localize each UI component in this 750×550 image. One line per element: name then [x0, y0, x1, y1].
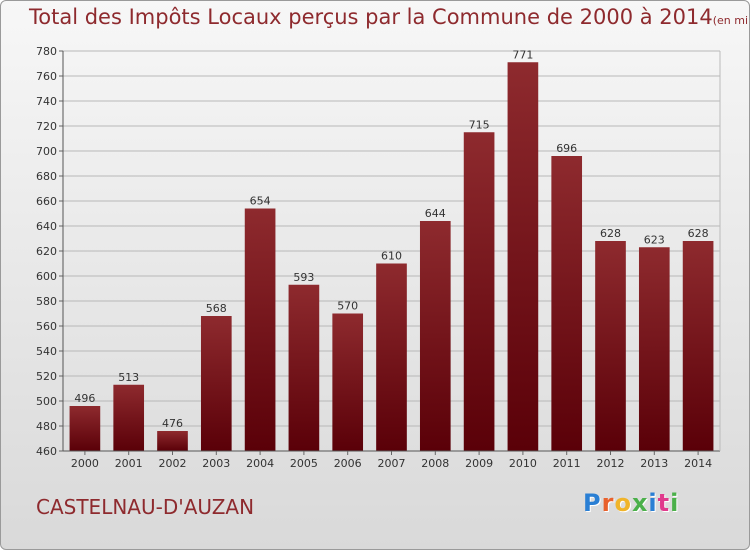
y-tick-label: 660: [36, 195, 57, 208]
y-tick-label: 520: [36, 370, 57, 383]
bar: [638, 247, 670, 451]
bar: [376, 263, 407, 451]
commune-name: CASTELNAU-D'AUZAN: [36, 495, 255, 519]
x-tick-label: 2006: [334, 457, 362, 470]
bar-value-label: 628: [688, 227, 709, 240]
bar-value-label: 771: [512, 48, 533, 61]
bar: [595, 241, 626, 451]
proxiti-logo[interactable]: Proxiti: [583, 489, 679, 517]
logo-letter: x: [631, 489, 649, 517]
bar-value-label: 568: [206, 302, 227, 315]
bar-value-label: 654: [250, 195, 271, 208]
bar: [113, 384, 145, 451]
y-tick-label: 540: [36, 345, 57, 358]
y-tick-label: 700: [36, 145, 57, 158]
x-tick-label: 2000: [71, 457, 99, 470]
bar-value-label: 593: [293, 271, 314, 284]
x-tick-label: 2008: [421, 457, 449, 470]
y-tick-label: 760: [36, 70, 57, 83]
x-tick-label: 2009: [465, 457, 493, 470]
bar-value-label: 610: [381, 250, 402, 263]
y-tick-label: 560: [36, 320, 57, 333]
bar: [551, 156, 583, 451]
bar-value-label: 623: [644, 233, 665, 246]
bar: [200, 316, 232, 451]
bars: [69, 62, 714, 451]
logo-letter: i: [648, 489, 658, 517]
x-tick-label: 2002: [159, 457, 187, 470]
y-tick-label: 600: [36, 270, 57, 283]
x-tick-label: 2004: [246, 457, 274, 470]
y-tick-label: 580: [36, 295, 57, 308]
logo-letter: P: [583, 489, 602, 517]
bar: [69, 406, 101, 451]
axes: 460 480 500 520 540 560 580 600 620 640 660 680 700 7…: [36, 45, 721, 470]
bar-value-label: 476: [162, 417, 183, 430]
data-labels: 496 513 476 568 654 593 570 610 644 715 771 696 628 6…: [74, 48, 708, 430]
y-tick-label: 780: [36, 45, 57, 58]
y-tick-label: 480: [36, 420, 57, 433]
bar: [507, 62, 539, 451]
logo-letter: i: [670, 489, 680, 517]
x-tick-label: 2012: [597, 457, 625, 470]
x-tick-label: 2014: [684, 457, 712, 470]
bar-value-label: 644: [425, 207, 446, 220]
x-tick-label: 2005: [290, 457, 318, 470]
y-tick-label: 500: [36, 395, 57, 408]
y-tick-label: 740: [36, 95, 57, 108]
bar-value-label: 628: [600, 227, 621, 240]
chart-subtitle: (en milliers d'€): [712, 14, 749, 27]
bar: [332, 313, 364, 451]
chart-title-row: Total des Impôts Locaux perçus par la Co…: [29, 5, 749, 29]
bar-value-label: 715: [469, 118, 490, 131]
y-tick-label: 620: [36, 245, 57, 258]
bar: [682, 241, 714, 451]
x-tick-label: 2013: [640, 457, 668, 470]
bar: [463, 132, 495, 451]
logo-letter: r: [601, 489, 615, 517]
x-tick-label: 2007: [378, 457, 406, 470]
bar-value-label: 696: [556, 142, 577, 155]
bar-value-label: 513: [118, 371, 139, 384]
y-tick-label: 680: [36, 170, 57, 183]
bar: [288, 284, 320, 451]
bar: [157, 431, 188, 451]
bar: [244, 208, 276, 451]
x-tick-label: 2010: [509, 457, 537, 470]
bar-value-label: 496: [74, 392, 95, 405]
bar-value-label: 570: [337, 300, 358, 313]
y-tick-label: 640: [36, 220, 57, 233]
chart-title: Total des Impôts Locaux perçus par la Co…: [29, 5, 713, 29]
y-tick-label: 720: [36, 120, 57, 133]
x-tick-label: 2003: [202, 457, 230, 470]
logo-letter: o: [614, 489, 632, 517]
x-tick-label: 2001: [115, 457, 143, 470]
bar: [419, 221, 451, 451]
logo-letter: t: [657, 489, 671, 517]
x-tick-label: 2011: [553, 457, 581, 470]
y-tick-label: 460: [36, 445, 57, 458]
